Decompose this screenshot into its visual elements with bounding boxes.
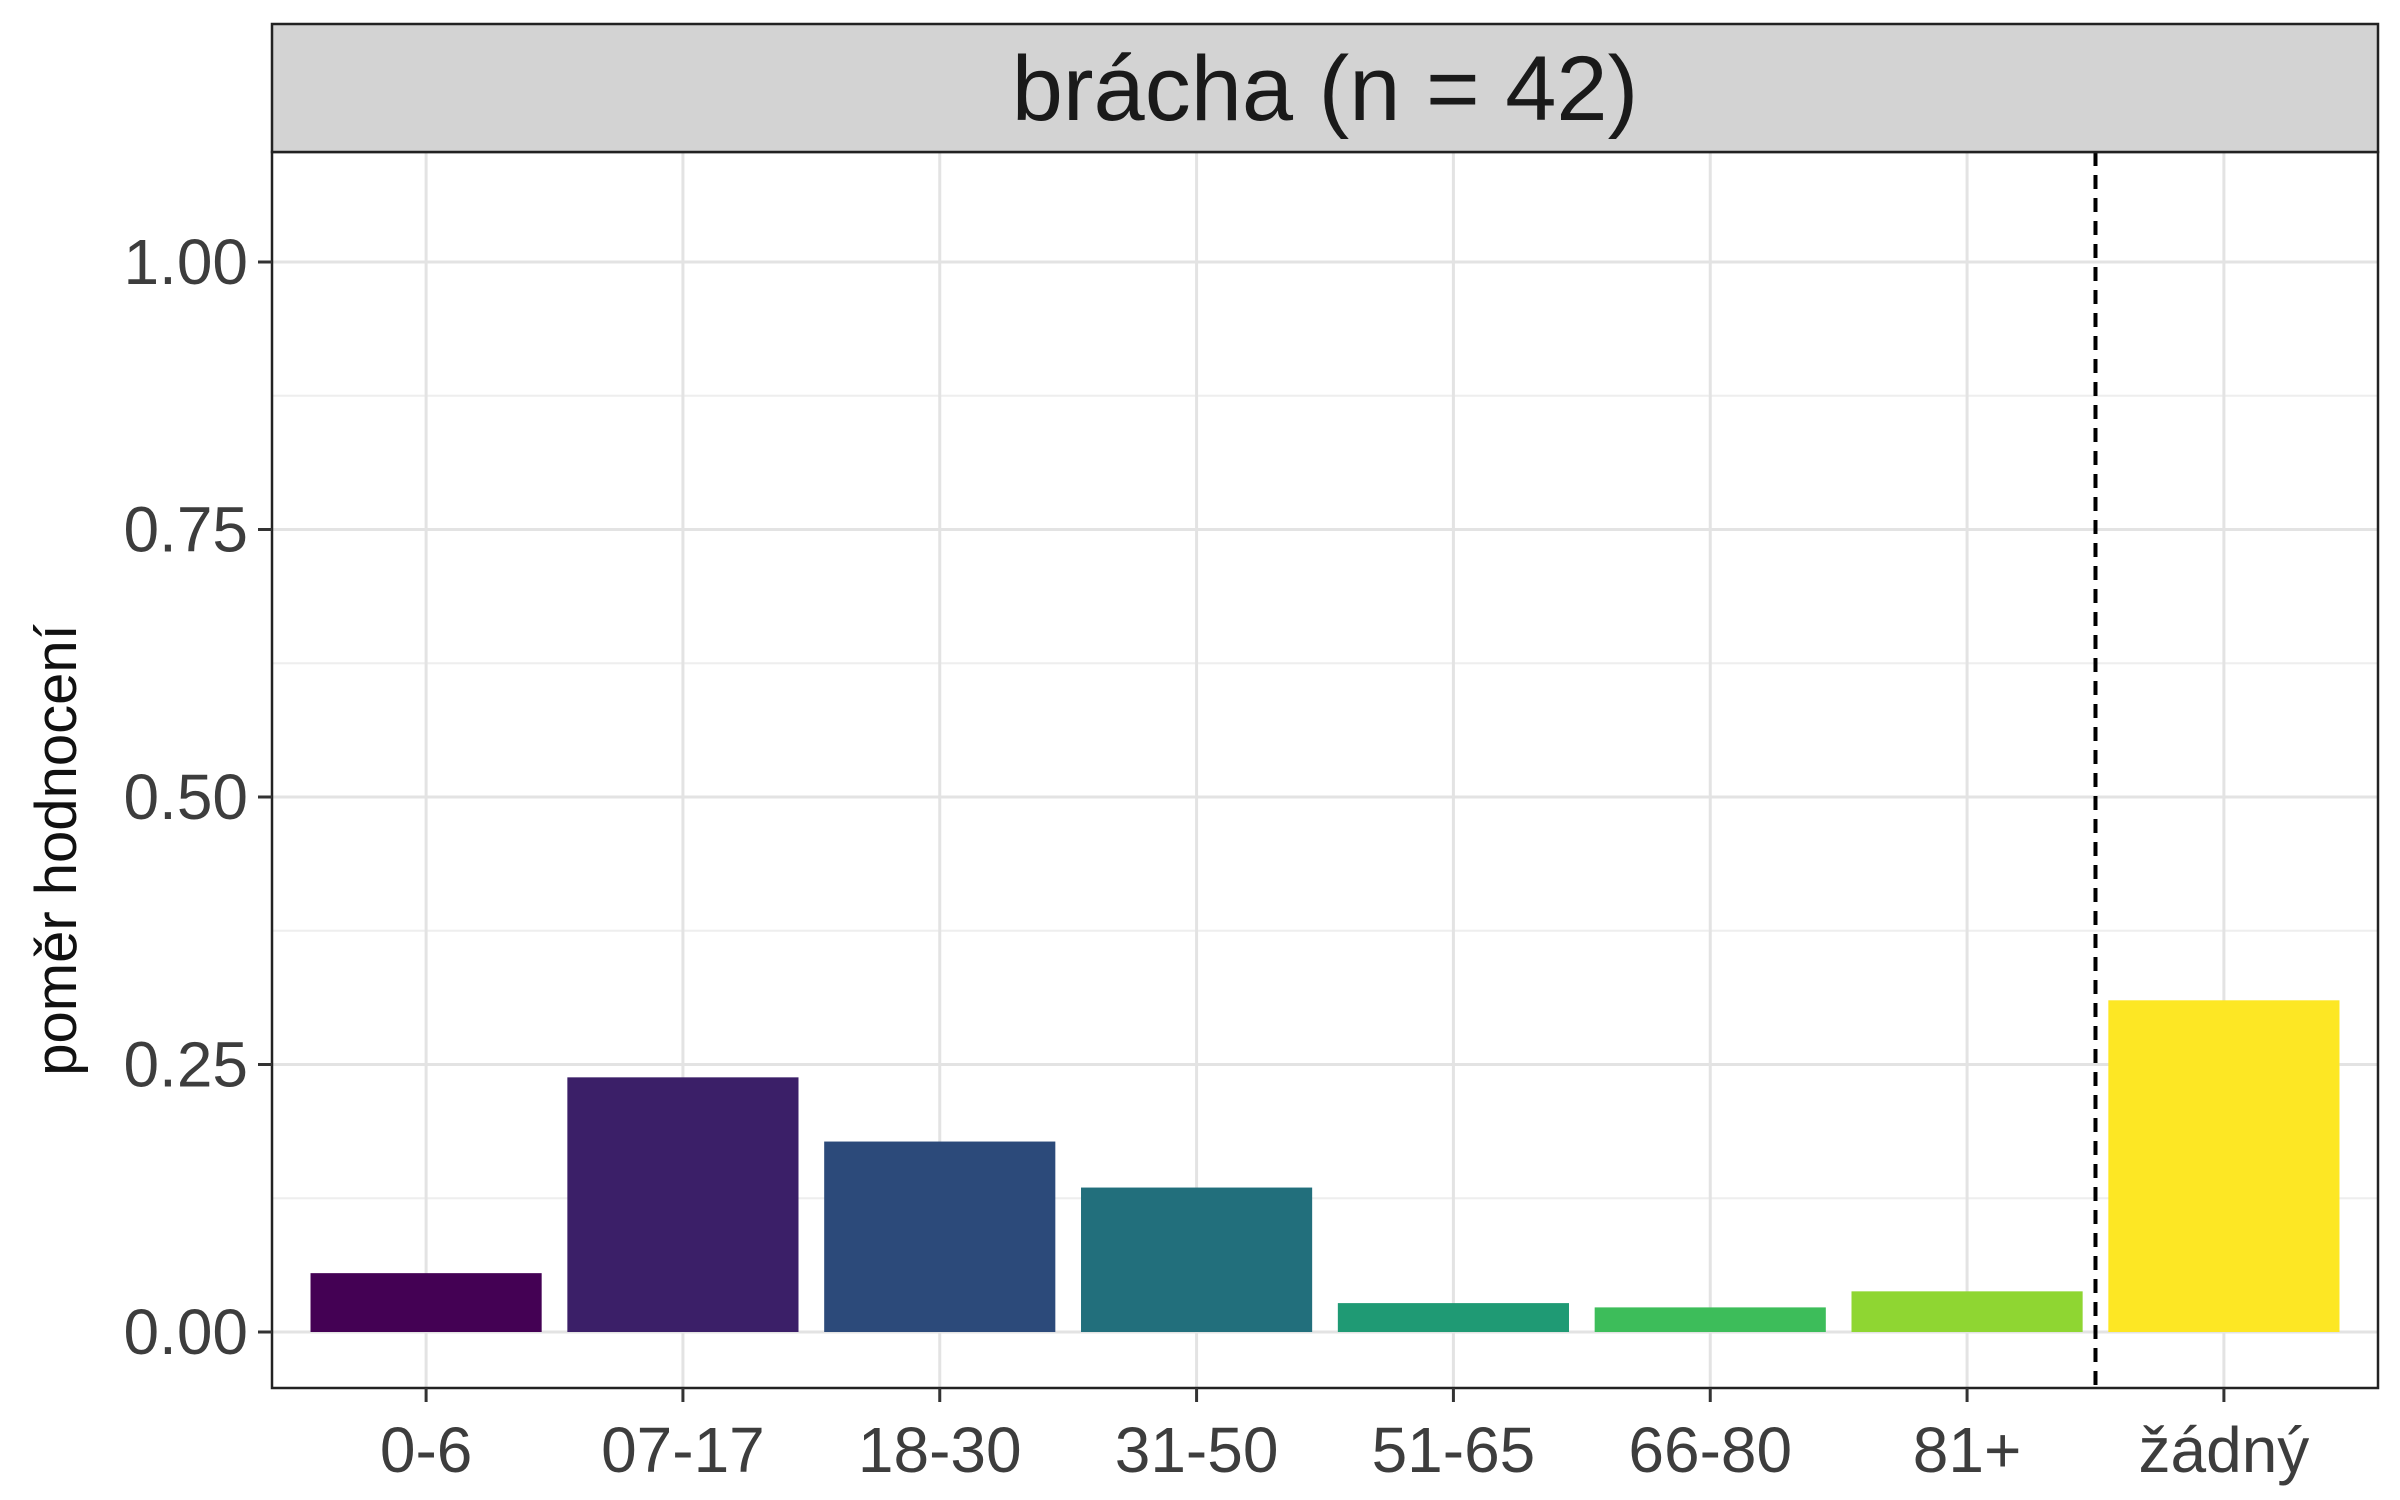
- x-tick-label: 18-30: [858, 1414, 1022, 1486]
- bar-31-50: [1081, 1187, 1313, 1332]
- y-tick-label: 1.00: [123, 226, 248, 298]
- bar-81+: [1851, 1291, 2083, 1332]
- bar-žádný: [2108, 1000, 2340, 1332]
- y-tick-label: 0.25: [123, 1029, 248, 1101]
- y-axis: 0.00 0.25 0.50 0.75 1.00: [123, 226, 272, 1368]
- y-tick-label: 0.75: [123, 494, 248, 566]
- bar-66-80: [1594, 1307, 1826, 1332]
- y-tick-label: 0.00: [123, 1296, 248, 1368]
- y-axis-title: poměr hodnocení: [24, 624, 89, 1075]
- x-tick-label: 0-6: [380, 1414, 473, 1486]
- grid-lines: [272, 152, 2378, 1388]
- x-tick-label: 51-65: [1372, 1414, 1536, 1486]
- bar-51-65: [1337, 1303, 1569, 1332]
- facet-strip: [270, 22, 2380, 154]
- x-tick-label: žádný: [2139, 1414, 2310, 1486]
- y-tick-label: 0.50: [123, 761, 248, 833]
- x-tick-label: 66-80: [1628, 1414, 1792, 1486]
- facet-title: brácha (n = 42): [1012, 38, 1638, 140]
- x-tick-label: 07-17: [601, 1414, 765, 1486]
- bar-0-6: [310, 1273, 542, 1332]
- bar-07-17: [567, 1077, 799, 1332]
- x-axis: 0-6 07-17 18-30 31-50 51-65 66-80 81+ žádný: [380, 1388, 2309, 1486]
- bar-18-30: [824, 1141, 1056, 1332]
- bars: [310, 1000, 2340, 1332]
- x-tick-label: 81+: [1913, 1414, 2022, 1486]
- x-tick-label: 31-50: [1115, 1414, 1279, 1486]
